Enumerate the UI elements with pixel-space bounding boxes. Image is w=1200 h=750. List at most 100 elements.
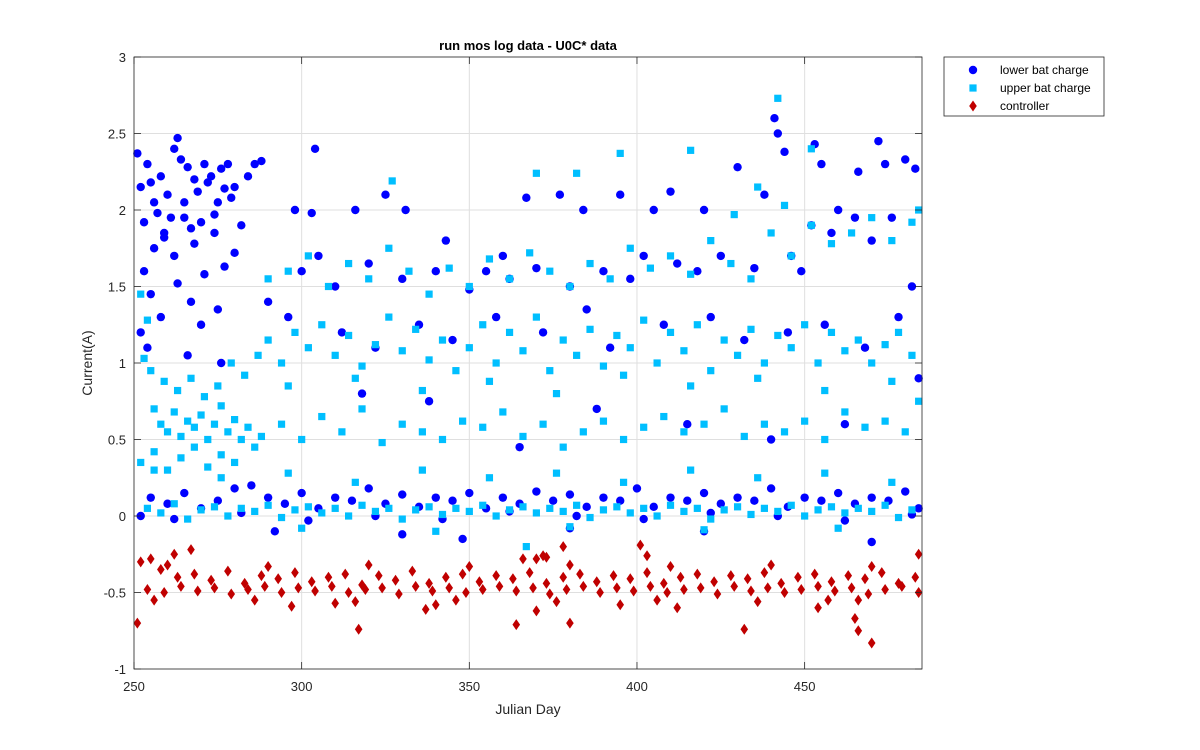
data-point-diamond: [512, 619, 521, 631]
data-point-circle: [156, 312, 166, 322]
data-point-circle: [706, 508, 715, 518]
data-point-square: [599, 362, 608, 370]
data-point-square: [586, 259, 594, 268]
data-point-diamond: [378, 582, 386, 594]
data-point-diamond: [374, 570, 383, 582]
data-point-square: [807, 145, 815, 153]
data-point-square: [787, 344, 795, 352]
data-point-diamond: [324, 571, 333, 583]
data-point-diamond: [636, 539, 645, 551]
legend: lower bat charge upper bat charge controll…: [943, 56, 1105, 117]
data-point-square: [217, 474, 225, 482]
data-point-circle: [649, 205, 658, 215]
data-point-square: [707, 515, 715, 523]
data-point-square: [214, 382, 222, 390]
data-point-square: [304, 252, 312, 260]
data-point-square: [150, 405, 158, 413]
data-point-square: [385, 244, 393, 252]
data-point-square: [210, 420, 219, 428]
data-point-square: [398, 420, 406, 428]
data-point-square: [318, 321, 326, 329]
data-point-diamond: [653, 594, 661, 606]
data-point-diamond: [616, 599, 625, 611]
data-point-square: [707, 237, 715, 245]
data-point-square: [224, 428, 232, 436]
data-point-circle: [773, 129, 783, 138]
data-point-circle: [203, 178, 212, 187]
data-point-square: [485, 377, 494, 385]
data-point-circle: [401, 205, 410, 215]
data-point-square: [351, 478, 359, 486]
data-point-square: [727, 259, 735, 268]
data-point-square: [693, 504, 701, 512]
data-point-circle: [337, 328, 347, 337]
data-point-diamond: [730, 580, 739, 592]
data-point-square: [465, 507, 473, 516]
data-point-circle: [874, 136, 883, 146]
data-point-diamond: [190, 568, 199, 580]
data-point-diamond: [260, 580, 269, 592]
data-point-circle: [605, 343, 615, 352]
data-point-circle: [649, 502, 658, 512]
data-point-circle: [683, 420, 692, 429]
data-point-square: [492, 359, 500, 367]
data-point-diamond: [344, 587, 353, 598]
data-point-square: [177, 432, 185, 441]
data-point-square: [868, 214, 876, 222]
data-point-square: [640, 504, 648, 512]
data-point-square: [573, 501, 581, 509]
data-point-square: [687, 466, 695, 474]
data-point-square: [163, 466, 172, 474]
data-point-square: [801, 512, 809, 520]
data-point-square: [143, 504, 152, 512]
data-point-circle: [330, 282, 340, 291]
data-point-diamond: [794, 571, 802, 583]
data-point-circle: [173, 279, 182, 288]
data-point-square: [412, 506, 420, 514]
data-point-diamond: [244, 583, 252, 595]
data-point-diamond: [509, 573, 517, 585]
data-point-diamond: [478, 583, 487, 595]
data-point-square: [170, 500, 178, 508]
data-point-circle: [458, 534, 467, 544]
data-point-square: [807, 221, 815, 229]
data-point-square: [230, 416, 239, 424]
data-point-square: [754, 183, 762, 191]
data-point-circle: [770, 114, 779, 123]
data-point-circle: [760, 190, 769, 199]
data-point-diamond: [753, 596, 762, 608]
data-point-diamond: [710, 576, 718, 588]
data-point-square: [418, 466, 426, 474]
data-point-circle: [548, 496, 558, 505]
data-point-square: [532, 313, 540, 321]
data-point-circle: [515, 442, 524, 452]
data-point-diamond: [341, 568, 350, 580]
data-point-circle: [310, 144, 320, 153]
data-point-square: [184, 515, 192, 523]
data-point-circle: [270, 527, 280, 536]
data-point-square: [318, 509, 326, 517]
data-point-square: [660, 412, 668, 421]
data-point-diamond: [693, 568, 702, 580]
data-point-diamond: [328, 580, 336, 592]
data-point-square: [640, 316, 648, 324]
data-point-square: [559, 443, 567, 451]
data-point-circle: [616, 190, 625, 199]
data-point-square: [438, 435, 447, 444]
data-point-square: [190, 423, 198, 431]
data-point-square: [412, 325, 420, 333]
data-point-diamond: [294, 582, 303, 594]
legend-label: upper bat charge: [1000, 81, 1091, 95]
data-point-square: [707, 367, 715, 375]
data-point-square: [170, 408, 178, 416]
data-point-square: [485, 474, 494, 482]
legend-marker-diamond: [969, 100, 977, 112]
data-point-diamond: [767, 559, 775, 571]
data-point-diamond: [193, 585, 202, 597]
data-point-square: [888, 478, 896, 486]
data-point-square: [774, 94, 782, 102]
data-point-circle: [200, 159, 209, 169]
data-point-diamond: [462, 587, 470, 598]
data-point-square: [385, 504, 393, 512]
data-point-square: [532, 509, 540, 517]
